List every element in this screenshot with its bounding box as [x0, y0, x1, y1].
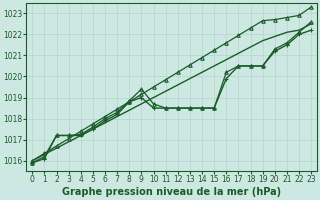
X-axis label: Graphe pression niveau de la mer (hPa): Graphe pression niveau de la mer (hPa): [62, 187, 281, 197]
